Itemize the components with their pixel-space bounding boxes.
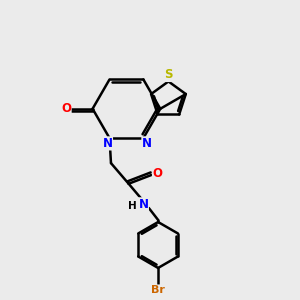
Text: H: H xyxy=(128,201,137,212)
Text: N: N xyxy=(142,137,152,150)
Text: O: O xyxy=(61,102,71,115)
Text: N: N xyxy=(103,137,112,150)
Text: S: S xyxy=(164,68,173,82)
Text: Br: Br xyxy=(151,285,165,295)
Text: O: O xyxy=(152,167,163,180)
Text: N: N xyxy=(138,198,148,211)
